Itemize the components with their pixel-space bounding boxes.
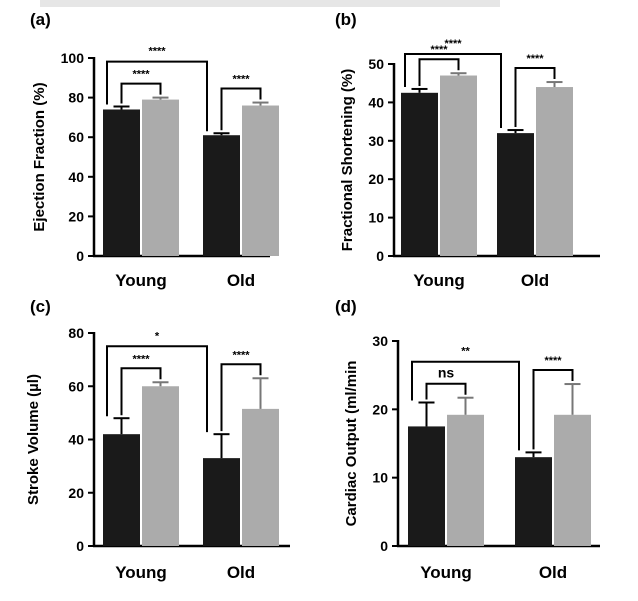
significance-bracket — [425, 382, 467, 400]
y-tick-label: 0 — [376, 248, 384, 264]
significance-bracket — [220, 363, 262, 432]
significance-label: **** — [132, 69, 150, 81]
bar — [408, 426, 445, 546]
significance-bracket — [532, 369, 574, 450]
y-tick-label: 10 — [372, 470, 388, 486]
y-tick-label: 20 — [368, 171, 384, 187]
y-tick-label: 0 — [76, 538, 84, 554]
significance-label: * — [155, 330, 160, 342]
y-tick-label: 60 — [68, 378, 84, 394]
significance-bracket-between — [404, 53, 502, 129]
x-category-label: Old — [539, 563, 567, 582]
bar — [142, 386, 179, 546]
significance-bracket — [120, 367, 162, 416]
y-axis-label: Cardiac Output (ml/min — [343, 361, 360, 527]
y-tick-label: 40 — [68, 169, 84, 185]
panel-label: (a) — [30, 10, 51, 29]
bar — [401, 92, 438, 256]
bar — [242, 105, 279, 257]
y-axis-label: Ejection Fraction (%) — [31, 82, 48, 231]
y-tick-label: 20 — [68, 485, 84, 501]
x-category-label: Young — [115, 563, 167, 582]
significance-bracket-between — [106, 345, 208, 433]
bar — [203, 135, 240, 256]
x-category-label: Young — [115, 271, 167, 290]
y-tick-label: 50 — [368, 56, 384, 72]
y-tick-label: 30 — [372, 333, 388, 349]
panel-label: (c) — [30, 297, 51, 316]
x-category-label: Old — [227, 271, 255, 290]
bar — [203, 458, 240, 546]
panel-label: (b) — [335, 10, 357, 29]
top-edge-strip — [40, 0, 500, 7]
y-tick-label: 30 — [368, 133, 384, 149]
y-tick-label: 0 — [76, 248, 84, 264]
bar — [142, 99, 179, 256]
y-tick-label: 40 — [368, 94, 384, 110]
y-axis-label: Fractional Shortening (%) — [339, 69, 356, 252]
x-category-label: Young — [413, 271, 465, 290]
y-axis-label: Stroke Volume (µl) — [25, 374, 42, 505]
y-tick-label: 20 — [372, 401, 388, 417]
significance-label: ns — [438, 365, 455, 381]
significance-bracket — [120, 82, 162, 104]
chart-panel-4: (d) Cardiac Output (ml/min 0 10 20 30 Young Old… — [335, 297, 600, 582]
x-category-label: Old — [521, 271, 549, 290]
significance-label: **** — [232, 349, 250, 361]
significance-bracket-between — [106, 60, 208, 132]
y-tick-label: 80 — [68, 325, 84, 341]
y-tick-label: 100 — [61, 50, 85, 66]
chart-panel-1: (a) Ejection Fraction (%) 0 20 40 60 80 100 Youn… — [30, 10, 279, 290]
bar — [103, 434, 140, 546]
chart-panel-2: (b) Fractional Shortening (%) 0 10 20 30 40 50 Y… — [335, 10, 600, 290]
significance-label: **** — [526, 53, 544, 65]
y-tick-label: 20 — [68, 208, 84, 224]
significance-label: **** — [544, 355, 562, 367]
bar — [536, 87, 573, 256]
y-tick-label: 10 — [368, 210, 384, 226]
significance-label: **** — [132, 353, 150, 365]
significance-label: **** — [444, 38, 462, 50]
significance-bracket — [514, 67, 556, 128]
y-tick-label: 0 — [380, 538, 388, 554]
bar — [103, 109, 140, 256]
bar — [554, 414, 591, 546]
y-tick-label: 60 — [68, 129, 84, 145]
bar — [515, 457, 552, 546]
panel-label: (d) — [335, 297, 357, 316]
bar — [242, 408, 279, 546]
significance-label: ** — [461, 346, 470, 358]
bar — [447, 414, 484, 546]
significance-bracket — [220, 87, 262, 131]
x-category-label: Young — [420, 563, 472, 582]
y-tick-label: 40 — [68, 432, 84, 448]
x-category-label: Old — [227, 563, 255, 582]
y-tick-label: 80 — [68, 90, 84, 106]
bar — [497, 133, 534, 256]
bar — [440, 75, 477, 257]
significance-bracket — [418, 58, 460, 86]
significance-bracket-between — [411, 360, 520, 451]
significance-label: **** — [232, 74, 250, 86]
significance-label: **** — [148, 46, 166, 58]
